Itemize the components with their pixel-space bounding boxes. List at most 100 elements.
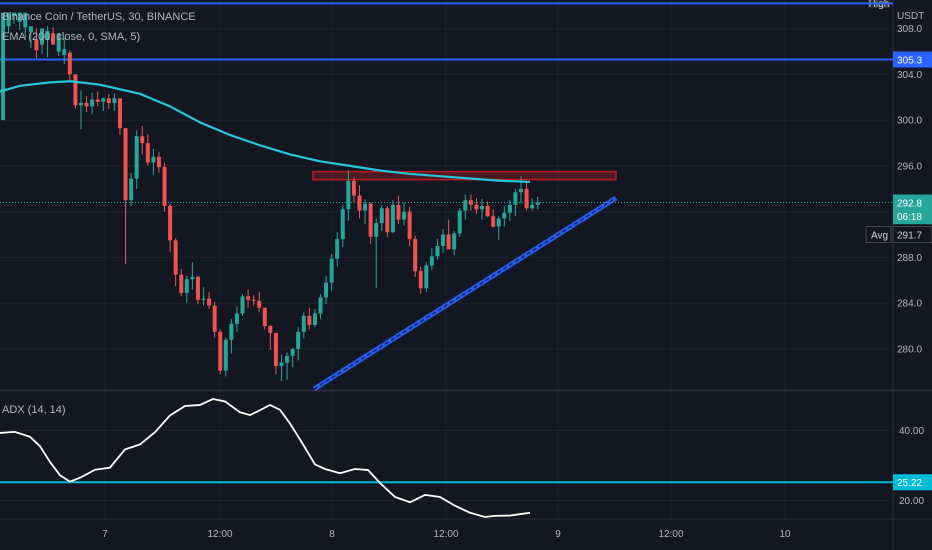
price-tag-label: 305.3: [897, 55, 922, 66]
candle-body: [519, 188, 524, 193]
adx-tick-label: 40.00: [899, 426, 924, 437]
candle-body: [246, 296, 251, 300]
candle-body: [418, 271, 423, 289]
price-tag-avg: [892, 226, 932, 244]
avg-label: Avg: [871, 231, 888, 242]
candle-body: [90, 99, 95, 107]
candle-body: [140, 136, 145, 144]
candle-body: [234, 313, 239, 324]
price-tag-green: [893, 194, 932, 211]
x-tick-label: 12:00: [433, 529, 458, 540]
candle-body: [184, 279, 189, 293]
candle-body: [385, 208, 390, 233]
adx-tick-label: 20.00: [899, 496, 924, 507]
candle-body: [106, 98, 111, 103]
price-tick-label: 280.0: [897, 344, 922, 355]
candle-body: [268, 326, 273, 333]
candle-body: [480, 205, 485, 210]
candle-body: [502, 212, 507, 219]
symbol-legend: Binance Coin / TetherUS, 30, BINANCE: [2, 11, 196, 23]
adx-level-tag: [893, 474, 932, 491]
price-tag-blue: [893, 51, 932, 68]
candle-body: [474, 204, 479, 210]
candle-body: [212, 305, 217, 332]
x-tick-label: 10: [779, 529, 791, 540]
price-tick-label: 300.0: [897, 116, 922, 127]
candle-body: [324, 282, 329, 298]
candle-body: [329, 258, 334, 283]
candle-body: [134, 136, 139, 179]
candle-body: [335, 239, 340, 259]
candle-body: [201, 298, 206, 300]
candle-body: [396, 204, 401, 220]
candle-body: [524, 188, 529, 209]
x-tick-label: 7: [102, 529, 108, 540]
candle-body: [17, 12, 22, 22]
price-tag-label: 06:18: [897, 212, 922, 223]
candle-body: [452, 233, 457, 250]
candle-body: [101, 98, 106, 102]
candle-body: [229, 323, 234, 340]
candle-body: [1, 12, 5, 121]
candle-body: [307, 315, 312, 325]
candles-group: [1, 12, 540, 381]
adx-legend: ADX (14, 14): [2, 404, 66, 416]
candle-body: [312, 313, 317, 325]
candle-body: [530, 204, 535, 209]
candle-body: [95, 99, 100, 102]
adx-line[interactable]: [0, 398, 531, 518]
candle-body: [195, 276, 200, 300]
candle-body: [402, 211, 407, 220]
price-tag-label: 292.8: [897, 199, 922, 210]
candle-body: [207, 298, 212, 306]
candle-body: [45, 30, 50, 41]
candle-body: [190, 276, 195, 280]
candle-body: [390, 204, 395, 233]
price-tick-label: 288.0: [897, 253, 922, 264]
candle-body: [429, 256, 434, 266]
candle-body: [78, 102, 83, 106]
candle-body: [346, 180, 351, 210]
price-tick-label: 296.0: [897, 161, 922, 172]
candle-body: [435, 245, 440, 257]
candle-body: [62, 49, 67, 55]
candle-body: [39, 28, 44, 45]
candle-body: [56, 33, 61, 52]
candle-body: [117, 98, 122, 129]
candle-body: [318, 297, 323, 314]
candle-body: [374, 223, 379, 237]
candle-body: [363, 203, 368, 211]
high-tag: High: [869, 0, 890, 10]
price-tag-green: [893, 208, 932, 225]
candle-body: [28, 26, 33, 33]
candle-body: [173, 240, 178, 275]
candle-body: [129, 178, 134, 201]
candle-body: [257, 300, 262, 308]
candle-body: [67, 52, 72, 75]
candle-body: [151, 156, 156, 163]
candle-body: [296, 331, 301, 349]
candle-body: [535, 202, 540, 205]
candle-body: [12, 12, 17, 17]
candle-body: [379, 208, 384, 224]
candle-body: [6, 12, 11, 27]
candle-body: [301, 315, 306, 332]
candle-body: [468, 200, 473, 205]
adx-level-tag-label: 25.22: [897, 478, 922, 489]
candle-body: [496, 218, 501, 227]
ema-line[interactable]: [0, 80, 531, 184]
x-tick-label: 12:00: [207, 529, 232, 540]
x-tick-label: 9: [555, 529, 561, 540]
candle-body: [368, 203, 373, 237]
candle-body: [407, 211, 412, 240]
candle-body: [84, 102, 89, 107]
candle-body: [251, 299, 256, 301]
candle-body: [424, 265, 429, 289]
candle-body: [357, 195, 362, 211]
candle-body: [34, 40, 39, 51]
resistance-zone[interactable]: [312, 170, 617, 181]
candle-body: [145, 143, 150, 163]
candle-body: [491, 216, 496, 227]
